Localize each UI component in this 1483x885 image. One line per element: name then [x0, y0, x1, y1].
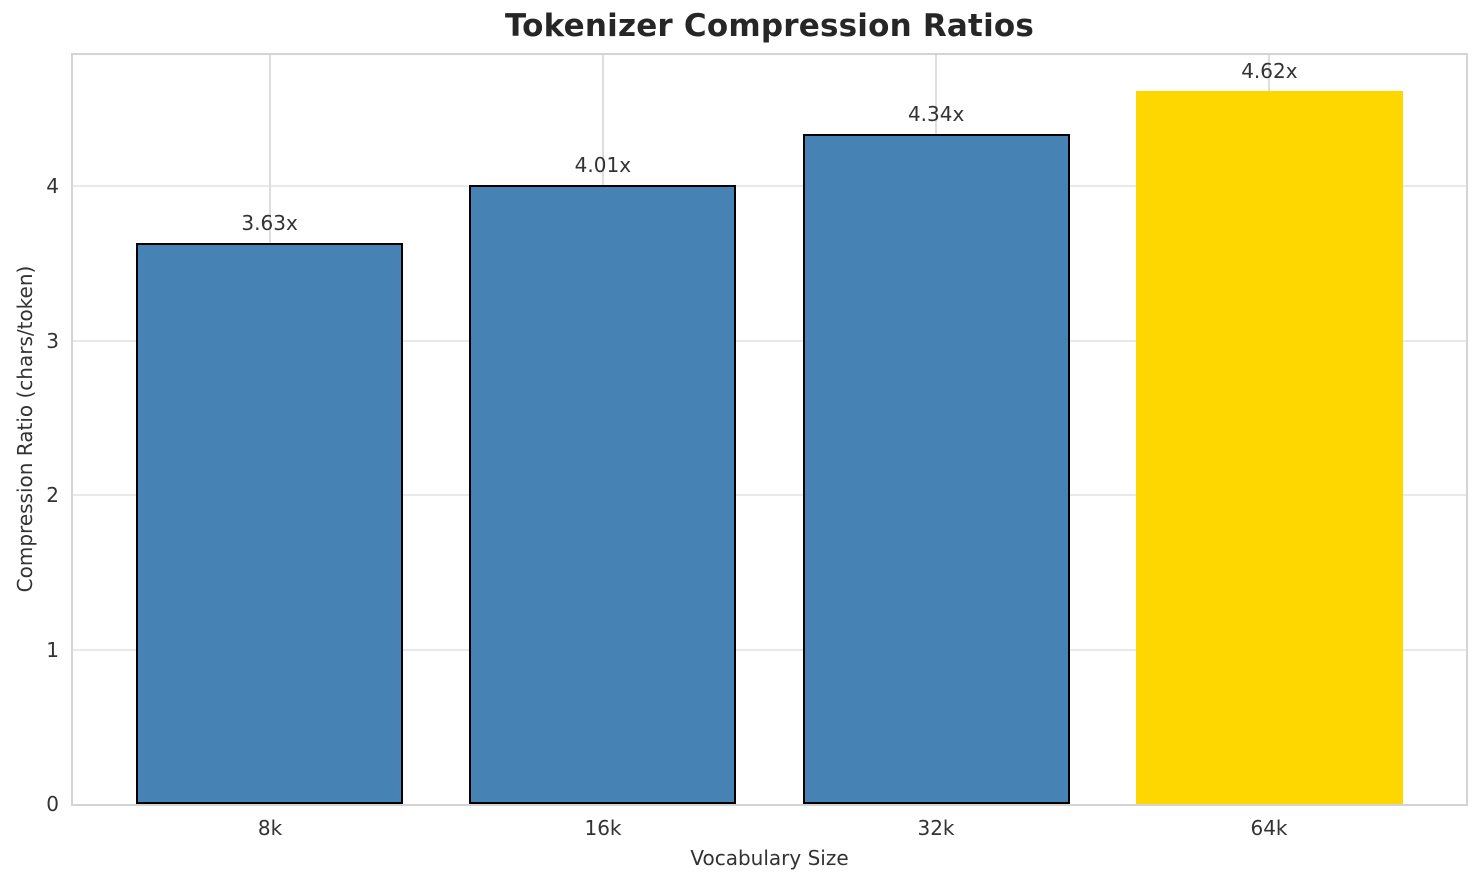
y-tick-label: 2 — [46, 483, 59, 507]
h-gridline — [73, 494, 1466, 497]
bar-32k — [803, 134, 1070, 804]
x-tick-label: 64k — [1250, 816, 1288, 840]
bar-64k — [1136, 91, 1403, 804]
h-gridline — [73, 185, 1466, 188]
y-tick-label: 3 — [46, 329, 59, 353]
y-tick-label: 0 — [46, 792, 59, 816]
x-tick-label: 32k — [917, 816, 955, 840]
bar-value-label: 4.62x — [1241, 59, 1298, 83]
bar-16k — [469, 185, 736, 804]
bar-value-label: 4.01x — [574, 153, 632, 177]
bar-value-label: 4.34x — [907, 102, 965, 126]
y-tick-label: 1 — [46, 638, 59, 662]
x-axis-label: Vocabulary Size — [690, 846, 849, 870]
y-tick-label: 4 — [46, 174, 59, 198]
chart-title: Tokenizer Compression Ratios — [504, 8, 1035, 44]
plot-area: 3.63x 4.01x 4.34x 4.62x — [71, 53, 1468, 806]
x-tick-label: 8k — [257, 816, 283, 840]
bar-value-label: 3.63x — [241, 211, 298, 235]
x-tick-label: 16k — [584, 816, 622, 840]
h-gridline — [73, 339, 1466, 342]
bar-8k — [136, 243, 403, 804]
h-gridline — [73, 648, 1466, 651]
y-axis-label: Compression Ratio (chars/token) — [13, 265, 37, 593]
